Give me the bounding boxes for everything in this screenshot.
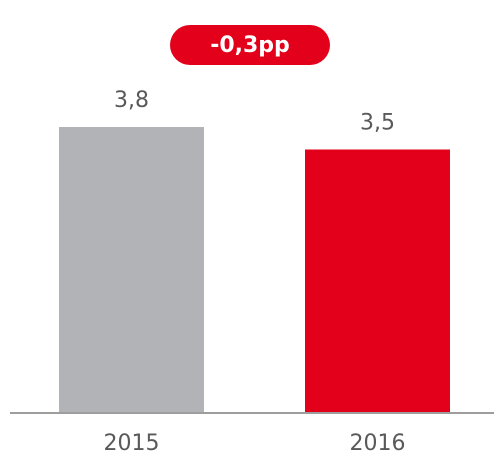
data-label: 3,8	[114, 88, 149, 113]
data-label: 3,5	[360, 111, 395, 136]
bar	[59, 127, 204, 412]
x-tick-label: 2015	[104, 431, 160, 456]
annotation-badge	[170, 25, 330, 65]
bar	[305, 149, 450, 412]
x-tick-label: 2016	[350, 431, 406, 456]
annotation: -0,3pp	[210, 33, 290, 58]
